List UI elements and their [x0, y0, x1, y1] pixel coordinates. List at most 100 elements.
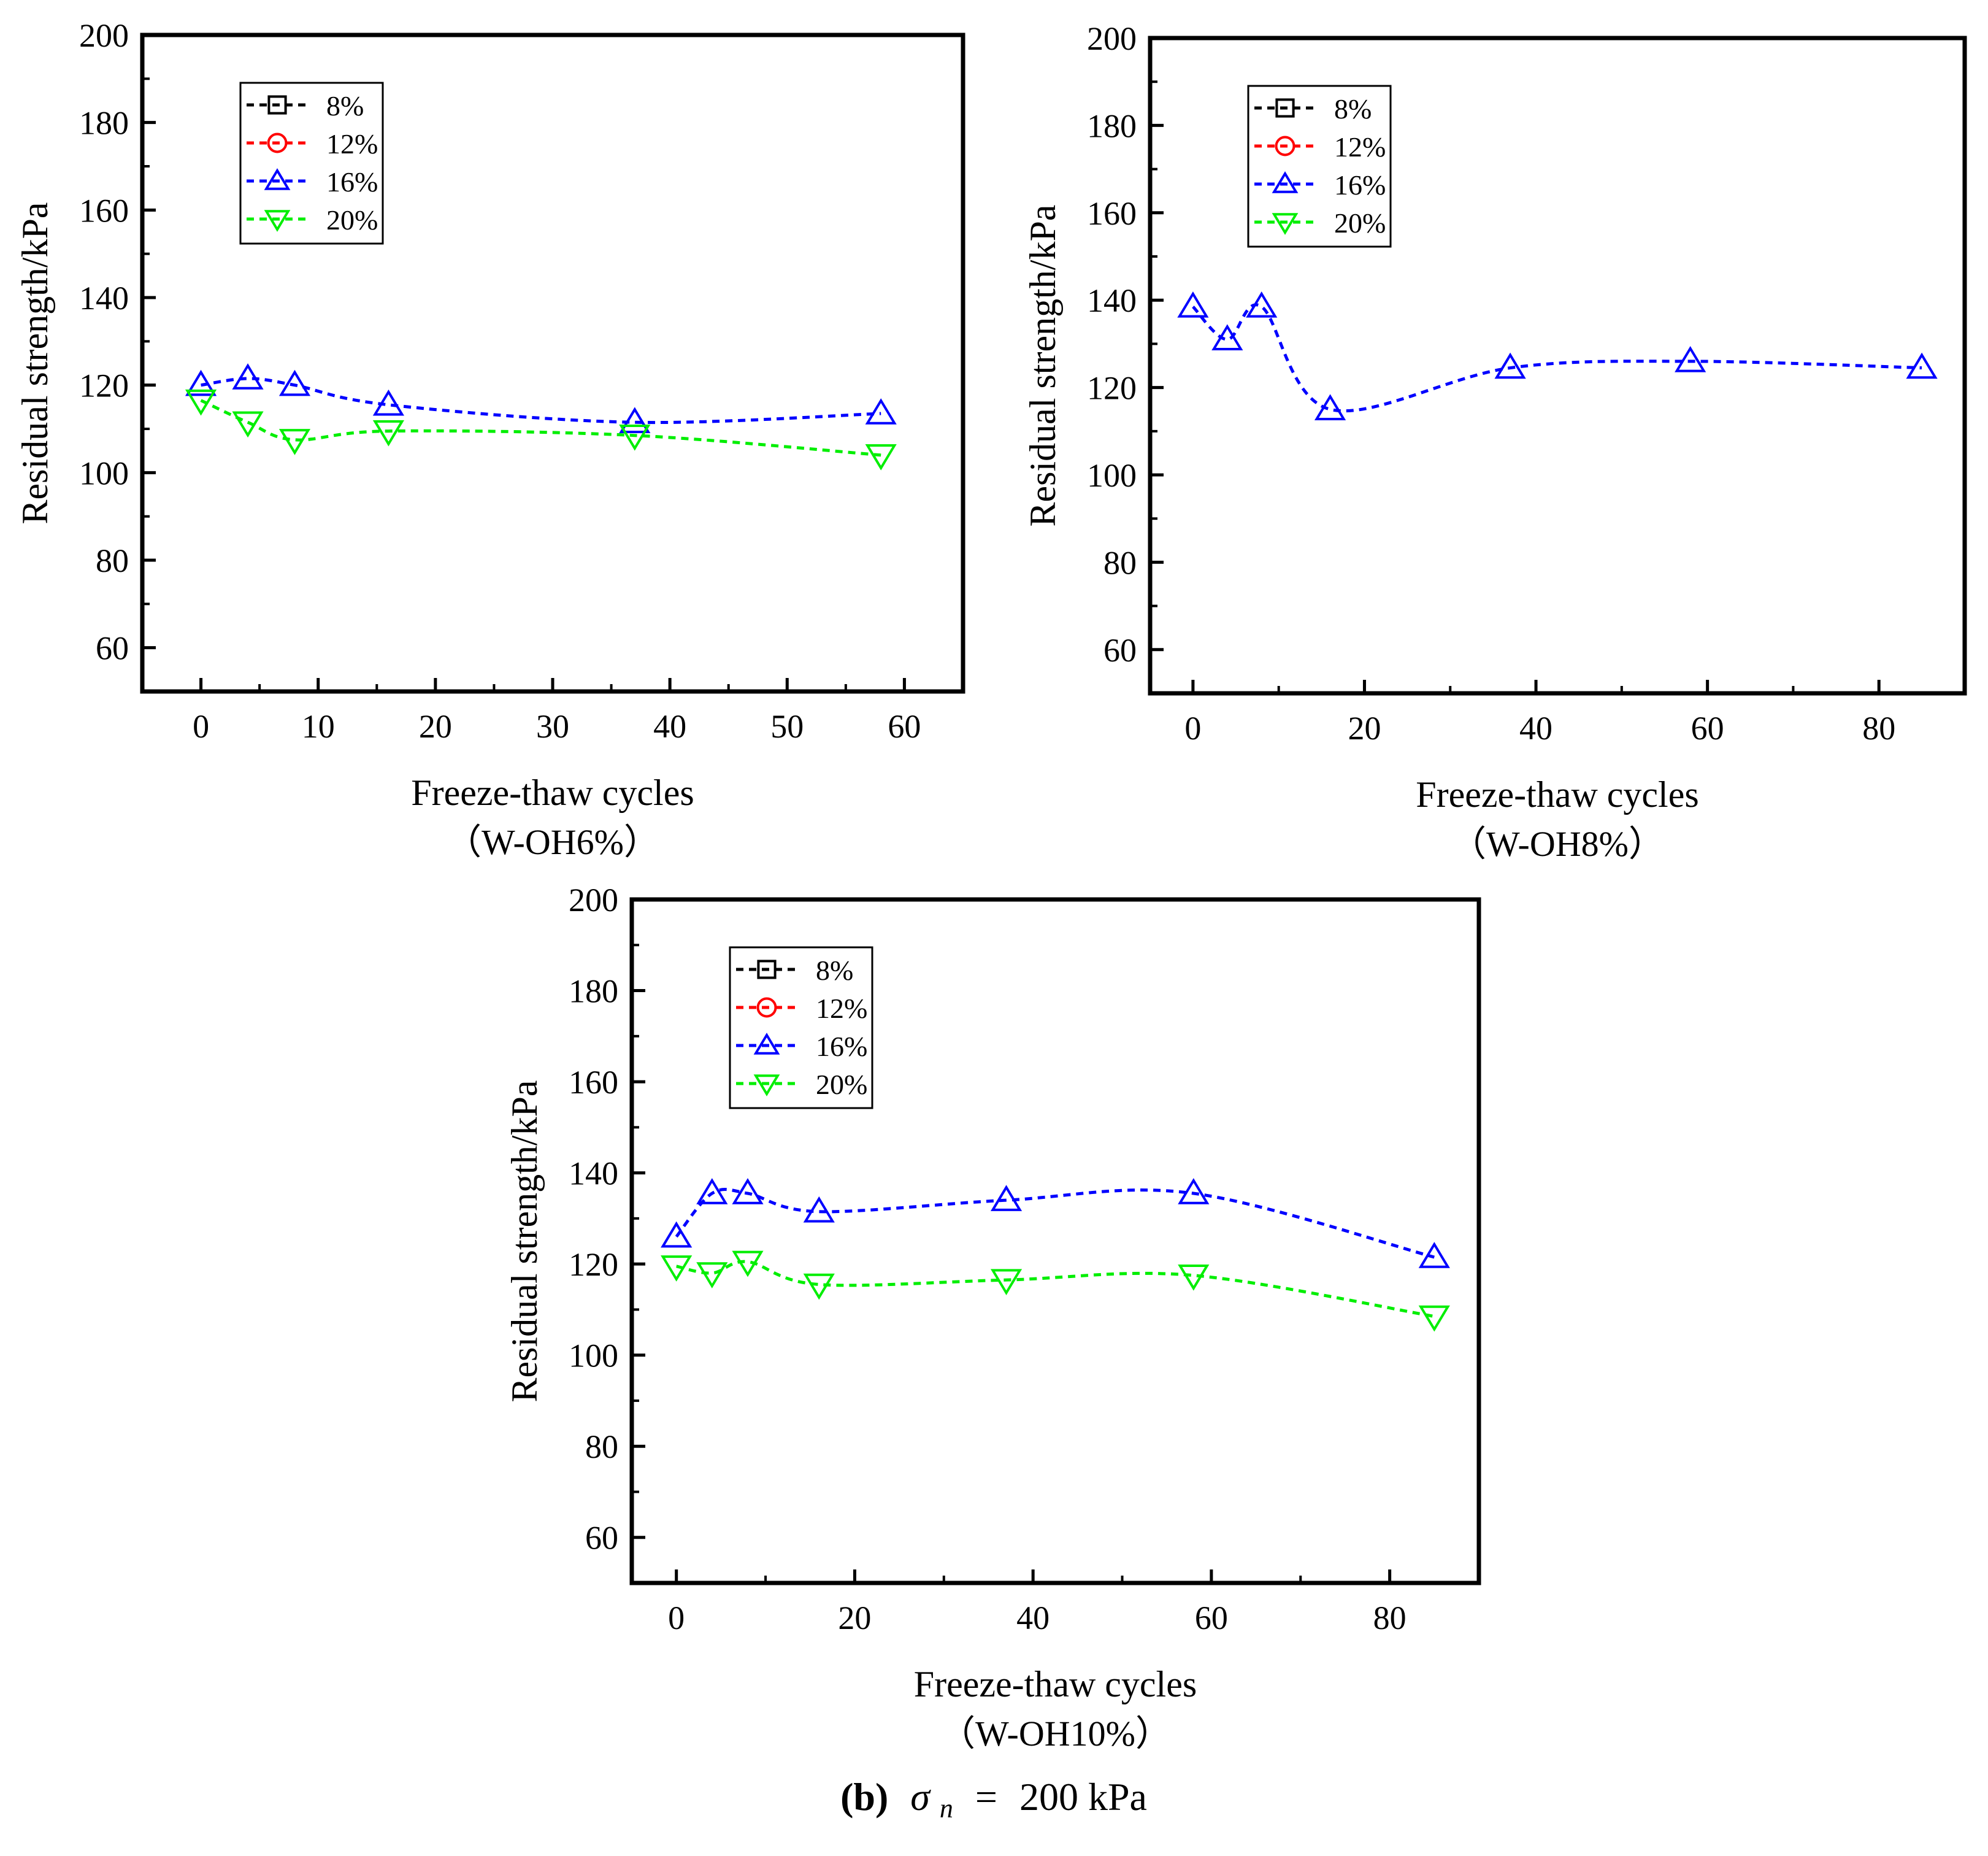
chart-panel-3: 60 80 100 120 140 160 180 200 0 20 40 60 80 Freeze-th…: [504, 882, 1481, 1754]
series-line: [676, 1260, 1435, 1319]
y-tick-label: 60: [1103, 632, 1137, 669]
legend-marker: [753, 1074, 780, 1096]
legend-box: [729, 946, 873, 1109]
y-tick-label: 140: [1087, 282, 1137, 319]
y-tick-label: 120: [1087, 370, 1137, 407]
legend-marker: [757, 960, 777, 979]
legend-label: 20%: [816, 1069, 867, 1100]
y-tick-label: 200: [79, 17, 129, 54]
legend-marker: [264, 210, 291, 232]
data-point: [232, 363, 264, 390]
caption-value: 200 kPa: [1019, 1775, 1147, 1819]
data-point: [1906, 352, 1938, 379]
legend-marker: [753, 1033, 780, 1055]
data-point: [1178, 1264, 1210, 1291]
data-point: [732, 1250, 764, 1277]
y-tick-label: 100: [1087, 457, 1137, 494]
series-line: [1192, 303, 1922, 413]
data-point: [1418, 1305, 1450, 1332]
panel-subtitle: （W-OH6%）: [446, 822, 659, 862]
x-tick-label: 60: [1195, 1600, 1228, 1636]
x-tick-label: 30: [536, 708, 569, 745]
x-tick-label: 20: [419, 708, 452, 745]
data-point: [865, 398, 897, 425]
data-point: [185, 369, 217, 396]
x-tick-label: 80: [1373, 1600, 1407, 1636]
plot-frame: [1148, 36, 1967, 696]
data-point: [696, 1262, 728, 1288]
x-tick-label: 80: [1862, 710, 1895, 747]
plot-frame: [629, 897, 1481, 1585]
legend-box: [239, 82, 384, 245]
data-point: [990, 1269, 1023, 1296]
y-tick-label: 140: [79, 280, 129, 317]
y-tick-label: 80: [585, 1428, 618, 1465]
series-16%: [661, 1178, 1450, 1268]
data-point: [372, 420, 404, 447]
legend-label: 12%: [1334, 131, 1386, 163]
y-tick-label: 140: [569, 1155, 618, 1192]
legend-label: 12%: [326, 128, 378, 160]
data-point: [803, 1273, 835, 1300]
y-tick-label: 180: [79, 105, 129, 142]
data-point: [1314, 394, 1346, 420]
legend: 8% 12% 16% 20%: [239, 82, 384, 245]
x-tick-label: 40: [1519, 710, 1552, 747]
data-point: [619, 407, 651, 434]
x-tick-label: 10: [302, 708, 335, 745]
x-axis-label: Freeze-thaw cycles: [411, 772, 694, 813]
data-point: [1675, 345, 1706, 372]
series-16%: [1177, 291, 1938, 420]
y-tick-label: 80: [96, 542, 129, 579]
data-point: [372, 389, 404, 416]
data-point: [1494, 352, 1526, 379]
data-point: [185, 389, 217, 416]
data-point: [278, 369, 311, 396]
data-point: [732, 1178, 764, 1204]
y-axis-label: Residual strength/kPa: [504, 1080, 545, 1403]
legend-label: 20%: [326, 204, 378, 236]
data-point: [865, 444, 897, 471]
caption-symbol: σ: [910, 1775, 931, 1819]
y-tick-label: 160: [569, 1064, 618, 1101]
y-tick-label: 180: [1087, 107, 1137, 144]
y-tick-label: 100: [79, 455, 129, 491]
x-tick-label: 20: [1348, 710, 1381, 747]
x-tick-label: 60: [1691, 710, 1724, 747]
y-tick-label: 120: [569, 1246, 618, 1283]
y-tick-label: 100: [569, 1338, 618, 1374]
series-16%: [185, 363, 897, 434]
y-tick-label: 160: [79, 192, 129, 229]
legend-label: 8%: [326, 90, 364, 121]
legend-marker: [267, 95, 287, 115]
y-tick-label: 80: [1103, 544, 1137, 581]
legend-marker: [756, 997, 777, 1018]
y-axis-label: Residual strength/kPa: [1023, 205, 1063, 527]
y-tick-label: 200: [1087, 20, 1137, 57]
x-tick-label: 20: [838, 1600, 871, 1636]
data-point: [661, 1255, 693, 1282]
legend-marker: [1275, 136, 1295, 156]
legend-label: 16%: [1334, 169, 1386, 201]
data-point: [619, 424, 651, 451]
x-tick-label: 0: [668, 1600, 685, 1636]
x-tick-label: 0: [193, 708, 209, 745]
data-point: [661, 1221, 693, 1248]
y-tick-label: 120: [79, 368, 129, 404]
series-20%: [661, 1250, 1450, 1332]
data-point: [1211, 324, 1243, 351]
x-tick-label: 50: [770, 708, 804, 745]
figure-caption: (b) σ n = 200 kPa: [840, 1775, 1147, 1826]
y-tick-label: 200: [569, 882, 618, 918]
chart-panel-1: 60 80 100 120 140 160 180 200 0 10 20 30 40 50 60 Freez…: [15, 17, 965, 862]
x-tick-label: 40: [653, 708, 686, 745]
data-point: [1418, 1242, 1450, 1268]
x-tick-label: 40: [1016, 1600, 1050, 1636]
caption-subscript: n: [940, 1793, 953, 1823]
legend-label: 16%: [326, 166, 378, 198]
y-tick-label: 160: [1087, 195, 1137, 232]
chart-panel-2: 60 80 100 120 140 160 180 200 0 20 40 60 80 Freeze-th…: [1023, 20, 1967, 864]
data-point: [696, 1178, 728, 1204]
